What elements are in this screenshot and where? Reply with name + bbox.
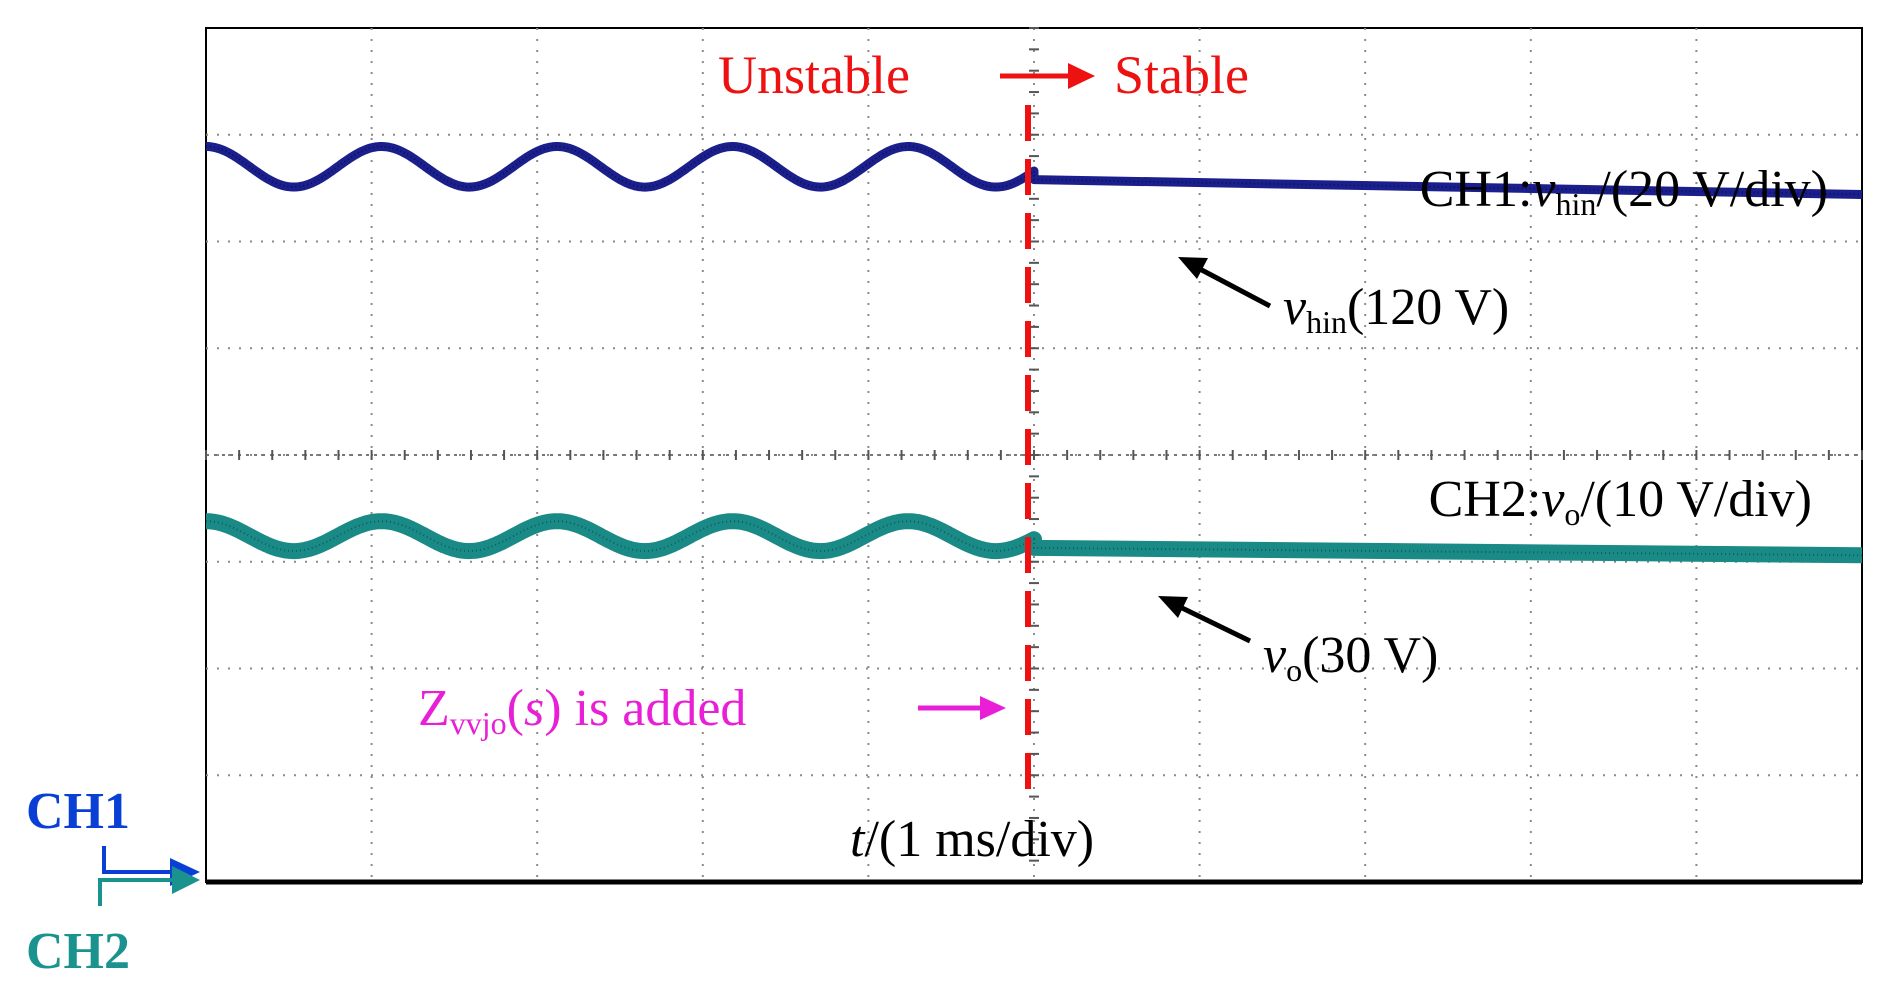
ch1-marker-label: CH1 <box>26 783 130 840</box>
ch2-marker: CH2 <box>26 866 200 980</box>
ch2-channel-id: CH2: <box>1429 471 1542 528</box>
event-arrow-icon <box>918 696 1006 720</box>
ch2-value-label: vo(30 V) <box>1263 627 1438 688</box>
ch2-pointer-arrow-icon <box>1158 596 1252 644</box>
ch1-marker: CH1 <box>26 783 200 886</box>
plot-grid <box>205 27 1863 883</box>
event-label-sub: vvjo <box>450 705 507 741</box>
x-axis-label: t/(1 ms/div) <box>850 811 1094 868</box>
ch2-marker-arrow-icon <box>98 878 178 906</box>
event-label-var: s <box>524 680 544 737</box>
ch2-channel-sub: o <box>1564 496 1580 532</box>
ch1-channel-label: CH1:vhin/(20 V/div) <box>1420 161 1828 222</box>
x-axis-unit: /(1 ms/div) <box>864 811 1094 868</box>
ch2-trace-noise <box>206 520 1863 557</box>
ch1-pointer-arrow-icon <box>1178 257 1272 309</box>
ch2-channel-scale: /(10 V/div) <box>1580 471 1812 528</box>
ch2-value-text: (30 V) <box>1302 627 1438 684</box>
ch1-value-var: v <box>1283 279 1307 336</box>
event-label-close: ) <box>544 680 561 737</box>
title-arrow-icon <box>1000 63 1095 89</box>
ch1-channel-sub: hin <box>1556 186 1597 222</box>
x-axis-var: t <box>850 811 866 868</box>
chart-title: Unstable Stable <box>718 45 1249 105</box>
ch1-marker-arrow-icon <box>102 846 178 874</box>
title-unstable: Unstable <box>718 45 910 105</box>
ch1-channel-var: v <box>1532 161 1556 218</box>
traces <box>200 142 1863 564</box>
ch2-channel-label: CH2:vo/(10 V/div) <box>1429 471 1812 532</box>
ch1-channel-id: CH1: <box>1420 161 1533 218</box>
ch1-value-label: vhin(120 V) <box>1283 279 1509 340</box>
event-label-open: ( <box>507 680 524 737</box>
ch1-trace-noise <box>206 145 1863 196</box>
ch1-value-sub: hin <box>1306 304 1347 340</box>
ch1-channel-scale: /(20 V/div) <box>1596 161 1828 218</box>
event-label-rest: is added <box>562 680 747 737</box>
ch2-channel-var: v <box>1541 471 1565 528</box>
ch2-value-sub: o <box>1286 652 1302 688</box>
event-label: Zvvjo(s) is added <box>418 680 746 741</box>
ch2-marker-arrow-head <box>172 866 200 894</box>
title-stable: Stable <box>1114 45 1249 105</box>
ch2-marker-label: CH2 <box>26 923 130 980</box>
event-label-main: Z <box>418 680 450 737</box>
ch1-value-text: (120 V) <box>1347 279 1509 336</box>
ch2-value-var: v <box>1263 627 1287 684</box>
